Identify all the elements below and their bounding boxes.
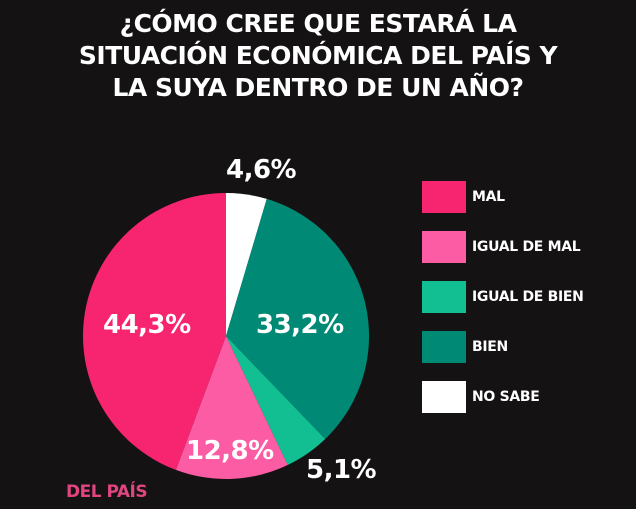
legend-swatch: [422, 181, 466, 213]
label-igual-de-bien: 5,1%: [306, 455, 377, 485]
pie-slices: [83, 193, 369, 479]
label-bien: 33,2%: [256, 310, 344, 340]
legend-label: BIEN: [472, 339, 508, 355]
legend-swatch: [422, 231, 466, 263]
pie-slice-no-sabe: [226, 193, 267, 336]
legend-item-mal: MAL: [422, 172, 584, 222]
legend-label: NO SABE: [472, 389, 540, 405]
label-mal: 44,3%: [103, 310, 191, 340]
legend-label: IGUAL DE BIEN: [472, 289, 584, 305]
pie-slice-igual-de-bien: [226, 336, 326, 466]
legend-label: IGUAL DE MAL: [472, 239, 581, 255]
legend-item-igual-de-bien: IGUAL DE BIEN: [422, 272, 584, 322]
legend-item-no-sabe: NO SABE: [422, 372, 584, 422]
chart-title: ¿CÓMO CREE QUE ESTARÁ LA SITUACIÓN ECONÓ…: [0, 8, 636, 104]
label-no-sabe: 4,6%: [226, 155, 297, 185]
pie-slice-bien: [226, 198, 369, 440]
legend: MAL IGUAL DE MAL IGUAL DE BIEN BIEN NO S…: [422, 172, 584, 422]
legend-swatch: [422, 281, 466, 313]
legend-label: MAL: [472, 189, 505, 205]
chart-subtitle: DEL PAÍS: [66, 482, 148, 502]
pie-slice-mal: [83, 193, 226, 470]
legend-item-igual-de-mal: IGUAL DE MAL: [422, 222, 584, 272]
pie-slice-igual-de-mal: [175, 336, 288, 479]
legend-swatch: [422, 381, 466, 413]
title-line-2: SITUACIÓN ECONÓMICA DEL PAÍS Y: [78, 41, 558, 70]
label-igual-de-mal: 12,8%: [186, 436, 274, 466]
title-line-3: LA SUYA DENTRO DE UN AÑO?: [112, 73, 524, 102]
title-line-1: ¿CÓMO CREE QUE ESTARÁ LA: [119, 9, 517, 38]
legend-swatch: [422, 331, 466, 363]
legend-item-bien: BIEN: [422, 322, 584, 372]
